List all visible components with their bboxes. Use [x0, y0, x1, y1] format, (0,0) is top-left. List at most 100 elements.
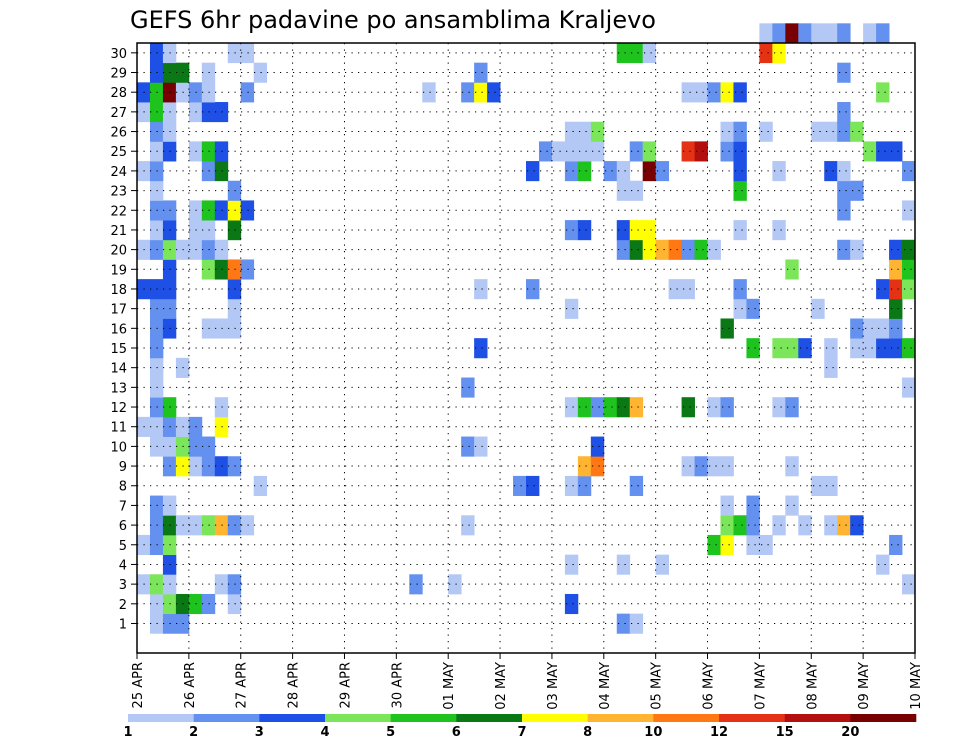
heatmap-cell	[214, 397, 229, 418]
heatmap-cell	[564, 593, 579, 615]
colorbar-segment	[390, 714, 457, 722]
y-tick-label: 11	[110, 421, 127, 436]
heatmap-cell	[487, 82, 501, 103]
colorbar-label: 3	[255, 725, 264, 740]
y-tick-label: 30	[110, 47, 127, 62]
heatmap-cell	[564, 554, 579, 575]
heatmap-cell	[214, 141, 229, 162]
x-tick-label: 01 MAY	[442, 662, 457, 710]
heatmap-cell	[616, 554, 631, 575]
colorbar-label: 4	[320, 725, 329, 740]
colorbar-segment	[719, 714, 785, 722]
y-tick-label: 24	[110, 165, 127, 180]
y-tick-label: 17	[110, 303, 127, 318]
heatmap-cell	[526, 161, 540, 182]
heatmap-cell	[616, 161, 631, 182]
y-tick-label: 21	[110, 224, 127, 239]
heatmap-cell	[227, 318, 242, 339]
y-tick-label: 9	[119, 460, 127, 475]
x-tick-label: 25 APR	[131, 662, 146, 708]
heatmap-cell	[240, 259, 255, 280]
heatmap-cell	[759, 43, 773, 64]
heatmap-cell	[785, 397, 799, 418]
heatmap-cell	[214, 239, 229, 260]
heatmap-cell	[227, 574, 242, 595]
x-tick-label: 04 MAY	[598, 662, 613, 710]
x-tick-label: 09 MAY	[857, 662, 872, 710]
heatmap-cell	[474, 62, 488, 83]
heatmap-cell	[629, 220, 644, 241]
heatmap-cell	[461, 377, 475, 398]
heatmap-cell	[616, 220, 631, 241]
heatmap-cell	[759, 23, 773, 44]
heatmap-cell	[474, 338, 488, 359]
x-axis: 25 APR 26 APR 27 APR 28 APR 29 APR 30 APR 01 M…	[131, 653, 924, 710]
y-tick-label: 1	[119, 617, 127, 632]
heatmap-cell	[889, 239, 903, 260]
heatmap-cell	[227, 200, 242, 221]
heatmap-cell	[681, 239, 695, 260]
colorbar-label: 8	[583, 725, 592, 740]
heatmap-cell	[564, 475, 579, 496]
heatmap-cell	[526, 475, 540, 496]
heatmap-cell	[707, 397, 721, 418]
heatmap-cell	[655, 554, 670, 575]
heatmap-cell	[603, 161, 618, 182]
colorbar-segment	[325, 714, 391, 722]
y-tick-label: 13	[110, 381, 127, 396]
y-tick-label: 12	[110, 401, 127, 416]
heatmap-cell	[798, 515, 812, 536]
colorbar-segment	[456, 714, 523, 722]
heatmap-cell	[837, 180, 851, 201]
heatmap-cell	[785, 259, 799, 280]
heatmap-cell	[668, 239, 682, 260]
heatmap-cell	[876, 338, 890, 359]
heatmap-cell	[240, 82, 255, 103]
heatmap-cell	[448, 574, 462, 595]
heatmap-cell	[746, 515, 760, 536]
heatmap-cell	[772, 23, 786, 44]
x-tick-label: 28 APR	[287, 662, 302, 708]
heatmap-cell	[642, 161, 657, 182]
heatmap-cell	[629, 239, 644, 260]
heatmap-cell	[629, 475, 644, 496]
heatmap-cell	[850, 338, 864, 359]
heatmap-cell	[227, 220, 242, 241]
heatmap-cell	[642, 239, 657, 260]
heatmap-cell	[889, 279, 903, 300]
heatmap-cell	[214, 416, 229, 437]
heatmap-cell	[629, 43, 644, 64]
heatmap-cell	[876, 82, 890, 103]
heatmap-cell	[526, 279, 540, 300]
colorbar-label: 10	[644, 725, 662, 740]
heatmap-cell	[902, 161, 916, 182]
heatmap-cell	[577, 121, 592, 142]
heatmap-cell	[824, 121, 838, 142]
heatmap-cell	[837, 515, 851, 536]
heatmap-cell	[733, 298, 747, 319]
heatmap-cell	[227, 43, 242, 64]
heatmap-cell	[850, 318, 864, 339]
heatmap-cell	[668, 279, 682, 300]
heatmap-cell	[564, 298, 579, 319]
heatmap-cell	[746, 298, 760, 319]
heatmap-cell	[564, 161, 579, 182]
heatmap-cell	[603, 397, 618, 418]
y-tick-label: 25	[110, 145, 127, 160]
heatmap-cell	[837, 161, 851, 182]
y-tick-label: 27	[110, 106, 127, 121]
heatmap-cell	[837, 102, 851, 123]
y-tick-label: 22	[110, 204, 127, 219]
heatmap-cell	[681, 82, 695, 103]
y-tick-label: 3	[119, 578, 127, 593]
y-tick-label: 2	[119, 598, 127, 613]
y-tick-label: 16	[110, 322, 127, 337]
heatmap-cell	[253, 62, 268, 83]
heatmap-cell	[798, 23, 812, 44]
heatmap-cell	[850, 239, 864, 260]
heatmap-cell	[720, 495, 734, 516]
heatmap-cell	[733, 279, 747, 300]
heatmap-cell	[694, 456, 708, 477]
heatmap-cell	[461, 82, 475, 103]
colorbar-label: 5	[386, 725, 395, 740]
